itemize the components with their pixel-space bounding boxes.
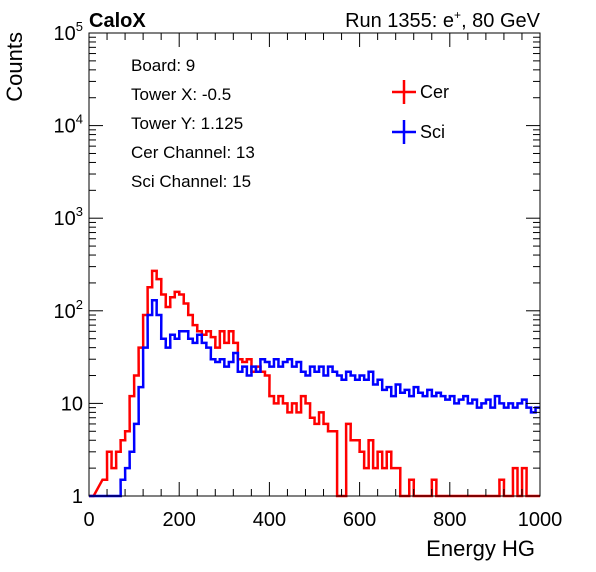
info-line: Cer Channel: 13 xyxy=(131,143,255,162)
x-axis-title: Energy HG xyxy=(426,536,535,561)
y-axis-title: Counts xyxy=(2,32,27,102)
legend-item-sci: Sci xyxy=(392,120,445,144)
x-tick-label: 800 xyxy=(433,509,466,531)
tick-layer: 0 200 400 600 800 1000 1 10 102 103 104 105 xyxy=(54,19,563,531)
series-line-sci xyxy=(89,298,540,498)
plot-frame xyxy=(88,32,541,497)
x-tick-label: 600 xyxy=(343,509,376,531)
info-line: Sci Channel: 15 xyxy=(131,172,251,191)
y-tick-label: 103 xyxy=(54,204,83,230)
x-tick-label: 0 xyxy=(83,509,94,531)
info-line: Tower Y: 1.125 xyxy=(131,114,243,133)
x-tick-label: 1000 xyxy=(518,509,563,531)
y-tick-label: 104 xyxy=(54,112,83,138)
header-right-label: Run 1355: e+, 80 GeV xyxy=(345,8,541,32)
header-superscript: + xyxy=(454,8,461,22)
y-tick-label: 102 xyxy=(54,297,83,323)
y-tick-label: 10 xyxy=(61,393,83,415)
header-left-label: CaloX xyxy=(89,10,146,32)
y-tick-label: 105 xyxy=(54,19,83,45)
x-tick-label: 400 xyxy=(253,509,286,531)
header-run-suffix: , 80 GeV xyxy=(461,10,541,32)
x-tick-label: 200 xyxy=(163,509,196,531)
legend-label-sci: Sci xyxy=(420,122,445,142)
info-line: Board: 9 xyxy=(131,56,195,75)
legend-item-cer: Cer xyxy=(392,80,449,104)
legend-label-cer: Cer xyxy=(420,82,449,102)
y-tick-label: 1 xyxy=(72,486,83,508)
header-run-text: Run 1355: e xyxy=(345,10,454,32)
legend: Cer Sci xyxy=(392,80,449,144)
info-box: Board: 9 Tower X: -0.5 Tower Y: 1.125 Cer C… xyxy=(131,56,255,191)
info-line: Tower X: -0.5 xyxy=(131,85,231,104)
